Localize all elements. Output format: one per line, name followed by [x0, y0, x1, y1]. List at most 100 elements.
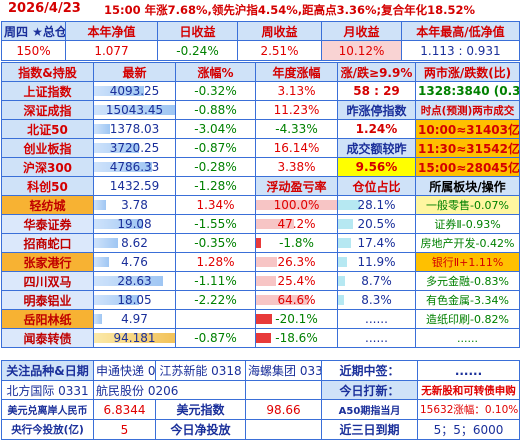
position-bar [338, 257, 348, 267]
index-price: 4786.33 [109, 160, 160, 174]
col-header: 指数&持股 [1, 62, 94, 82]
watch-item[interactable]: 海螺集团 0330 [245, 360, 322, 381]
float-bar [256, 295, 309, 305]
market-turnover: 15:00≈28045亿 [415, 157, 520, 177]
index-row[interactable]: 深证成指 15043.45 -0.88% 11.23% 昨涨停指数 时点(预测)两市成交 [1, 100, 520, 120]
stock-name[interactable]: 轻纺城 [1, 195, 94, 215]
stock-float-pnl: 47.2% [277, 217, 316, 231]
index-ytd: 16.14% [255, 138, 338, 158]
price-bar [94, 143, 140, 153]
stock-name[interactable]: 明泰铝业 [1, 290, 94, 310]
index-name[interactable]: 科创50 [1, 176, 94, 196]
stock-price: 3.78 [121, 198, 148, 212]
summary-header: 日收益 [157, 21, 238, 41]
stock-name[interactable]: 招商蛇口 [1, 233, 94, 253]
index-price: 1378.03 [109, 122, 160, 136]
stock-sector: 多元金融-0.83% [415, 271, 520, 291]
stock-name[interactable]: 张家港行 [1, 252, 94, 272]
stock-name[interactable]: 华泰证券 [1, 214, 94, 234]
price-bar [94, 105, 175, 115]
stock-position: ...... [365, 312, 388, 326]
fx-value: 6.8344 [93, 399, 156, 420]
maturity-value: 5；5；6000 [417, 419, 520, 440]
price-bar [94, 257, 109, 267]
stock-row[interactable]: 轻纺城 3.78 1.34% 100.0% 28.1% 一般零售-0.07% [1, 195, 520, 215]
index-name[interactable]: 创业板指 [1, 138, 94, 158]
watch-item[interactable]: 申通快递 0317 [93, 360, 156, 381]
float-bar [256, 276, 277, 286]
index-ytd: 11.23% [255, 100, 338, 120]
stock-float-pnl: -20.1% [275, 312, 318, 326]
summary-header: 月收益 [321, 21, 402, 41]
stock-name[interactable]: 岳阳林纸 [1, 309, 94, 329]
stock-change: 1.28% [175, 252, 256, 272]
summary-table: 周四 ★总仓位 本年净值 日收益 周收益 月收益 本年最高/低净值 150% 1… [1, 21, 520, 61]
price-bar [94, 200, 107, 210]
stock-sector: 银行Ⅱ+1.11% [415, 252, 520, 272]
week-return: 2.51% [237, 40, 322, 61]
watch-table: 关注品种&日期 申通快递 0317 江苏新能 0318 海螺集团 0330 近期… [1, 360, 520, 440]
stock-row[interactable]: 华泰证券 19.08 -1.55% 47.2% 20.5% 证券Ⅱ-0.93% [1, 214, 520, 234]
year-high-low: 1.113 : 0.931 [401, 40, 520, 61]
position-bar [338, 200, 360, 210]
stock-float-pnl: 100.0% [273, 198, 320, 212]
index-change: -3.04% [175, 119, 256, 139]
index-ytd: 3.13% [255, 81, 338, 101]
stock-sector: ...... [415, 328, 520, 348]
stock-change: 1.34% [175, 195, 256, 215]
float-bar [256, 257, 278, 267]
index-name[interactable]: 沪深300 [1, 157, 94, 177]
fx-label: 美元兑离岸人民币 [1, 399, 94, 420]
price-bar [94, 124, 111, 134]
stock-name[interactable]: 闻泰转债 [1, 328, 94, 348]
index-name[interactable]: 上证指数 [1, 81, 94, 101]
stock-change: -0.87% [175, 328, 256, 348]
stock-position: 20.5% [357, 217, 396, 231]
col-header: 涨/跌≥9.9% [337, 62, 416, 82]
index-row[interactable]: 创业板指 3720.25 -0.87% 16.14% 成交额较昨 11:30≈31542亿 [1, 138, 520, 158]
dxy-value: 98.66 [245, 399, 322, 420]
watch-item[interactable]: 北方国际 0331 [1, 380, 94, 400]
index-row[interactable]: 科创50 1432.59 -1.28% 浮动盈亏率 仓位占比 所属板块/操作 [1, 176, 520, 196]
price-bar [94, 219, 143, 229]
index-ytd: 3.38% [255, 157, 338, 177]
watch-label: 关注品种&日期 [1, 360, 94, 381]
summary-header: 本年净值 [65, 21, 158, 41]
index-change: -1.28% [175, 176, 256, 196]
near-sign-label: 近期中签： [321, 360, 418, 381]
index-row[interactable]: 沪深300 4786.33 -0.28% 3.38% 9.56% 15:00≈28045亿 [1, 157, 520, 177]
today-ipo-value: 无新股和可转债申购 [417, 380, 520, 400]
market-stat: 仓位占比 [337, 176, 416, 196]
pboc-label: 央行今投放(亿) [1, 419, 94, 440]
index-name[interactable]: 北证50 [1, 119, 94, 139]
stock-row[interactable]: 闻泰转债 94.181 -0.87% -18.6%............ [1, 328, 520, 348]
stock-position: 17.4% [357, 236, 396, 250]
index-row[interactable]: 上证指数 4093.25 -0.32% 3.13% 58 : 29 1328:3840 (… [1, 81, 520, 101]
price-bar [94, 238, 119, 248]
net-injection-label: 今日净投放 [155, 419, 246, 440]
index-change: -0.87% [175, 138, 256, 158]
summary-header: 周收益 [237, 21, 322, 41]
index-change: -0.88% [175, 100, 256, 120]
stock-row[interactable]: 张家港行 4.76 1.28% 26.3% 11.9% 银行Ⅱ+1.11% [1, 252, 520, 272]
market-turnover: 10:00≈31403亿 [415, 119, 520, 139]
watch-item[interactable]: 航民股份 0206 [93, 380, 246, 400]
stock-float-pnl: -1.8% [279, 236, 314, 250]
index-name[interactable]: 深证成指 [1, 100, 94, 120]
stock-float-pnl: 25.4% [277, 274, 316, 288]
stock-sector: 房地产开发-0.42% [415, 233, 520, 253]
stock-row[interactable]: 岳阳林纸 4.97 -20.1%...... 造纸印刷-0.82% [1, 309, 520, 329]
stock-row[interactable]: 明泰铝业 18.05 -2.22% 64.6% 8.3% 有色金属-3.34% [1, 290, 520, 310]
stock-row[interactable]: 四川双马 28.63 -1.11% 25.4% 8.7% 多元金融-0.83% [1, 271, 520, 291]
index-change: -0.32% [175, 81, 256, 101]
float-bar [256, 314, 273, 324]
col-header: 涨幅% [175, 62, 256, 82]
a50-value: 15632涨幅：0.10% [417, 399, 520, 420]
price-bar [94, 295, 139, 305]
index-row[interactable]: 北证50 1378.03 -3.04% -4.33% 1.24% 10:00≈31403亿 [1, 119, 520, 139]
summary-message: 15:00 年涨7.68%,领先沪指4.54%,距高点3.36%;复合年化18.… [104, 3, 476, 17]
stock-name[interactable]: 四川双马 [1, 271, 94, 291]
watch-item[interactable]: 江苏新能 0318 [155, 360, 246, 381]
stock-row[interactable]: 招商蛇口 8.62 -0.35% -1.8% 17.4% 房地产开发-0.42% [1, 233, 520, 253]
total-position: 150% [1, 40, 66, 61]
